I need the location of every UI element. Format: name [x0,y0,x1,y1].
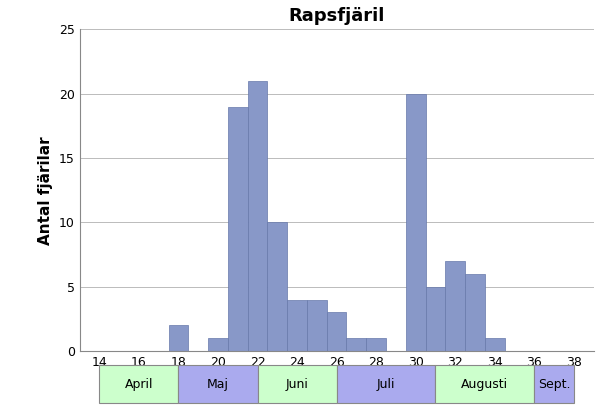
Bar [406,94,425,351]
Text: Juli: Juli [377,378,395,391]
Title: Rapsfjäril: Rapsfjäril [288,7,385,25]
Bar [366,338,386,351]
Bar [179,365,258,403]
Bar [425,287,446,351]
Bar [534,365,574,403]
Bar [99,365,179,403]
Bar [465,274,485,351]
Bar [267,222,287,351]
Bar [346,338,366,351]
Bar [337,365,436,403]
Bar [485,338,505,351]
Bar [228,107,248,351]
Bar [287,299,307,351]
Text: Sept.: Sept. [538,378,570,391]
Bar [307,299,327,351]
Bar [436,365,534,403]
Bar [248,81,267,351]
Bar [208,338,228,351]
Bar [446,261,465,351]
Text: Juni: Juni [286,378,308,391]
Y-axis label: Antal fjärilar: Antal fjärilar [39,136,53,244]
Text: Maj: Maj [207,378,229,391]
Text: Augusti: Augusti [461,378,509,391]
Bar [168,325,188,351]
X-axis label: Vecka: Vecka [312,374,362,389]
Text: April: April [125,378,153,391]
Bar [327,312,346,351]
Bar [258,365,337,403]
